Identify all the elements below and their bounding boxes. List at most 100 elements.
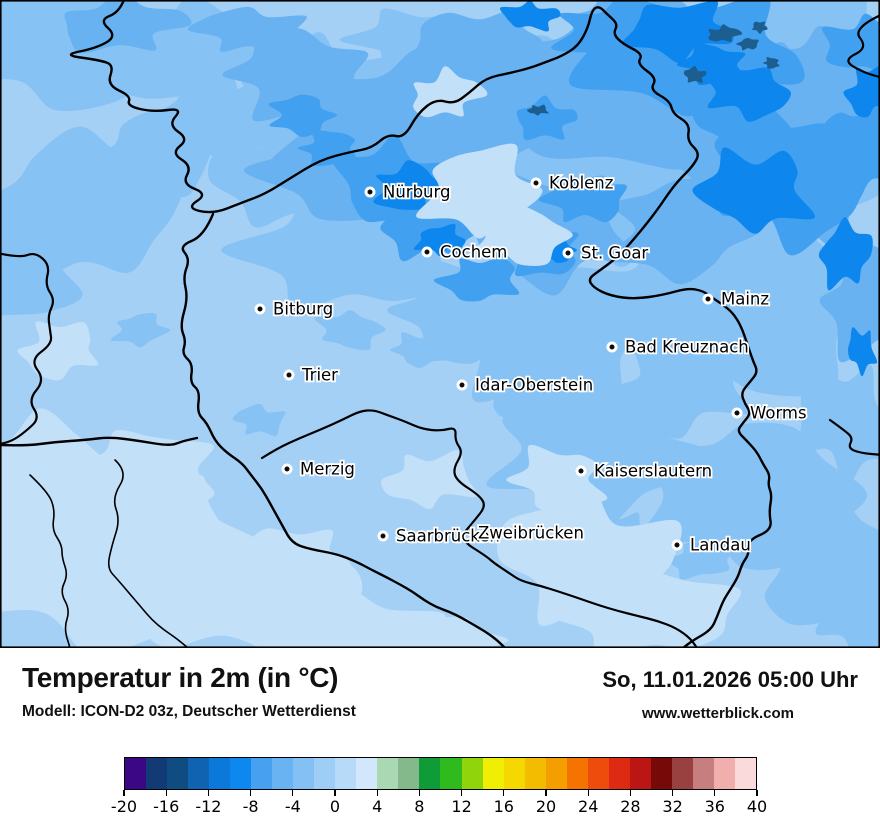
temperature-area-stronger bbox=[676, 43, 746, 86]
city-label: St. Goar bbox=[581, 244, 648, 263]
colorbar-segment bbox=[272, 758, 294, 789]
city-dot-icon bbox=[421, 246, 433, 258]
tick-mark bbox=[165, 790, 167, 796]
map-frame bbox=[0, 0, 880, 648]
temperature-area-medium bbox=[493, 379, 557, 418]
tick-mark bbox=[503, 790, 505, 796]
temperature-area-dark bbox=[762, 57, 780, 69]
temperature-area-medium bbox=[110, 312, 171, 348]
page-title: Temperatur in 2m (in °C) bbox=[22, 662, 339, 693]
temperature-area-pale bbox=[17, 321, 99, 381]
colorbar-segment bbox=[314, 758, 336, 789]
political-border bbox=[828, 418, 880, 456]
city-label: Nürburg bbox=[383, 183, 450, 202]
tick-mark bbox=[249, 790, 252, 796]
colorbar-segment bbox=[482, 758, 504, 789]
colorbar-segment bbox=[293, 758, 315, 789]
city-dot-icon bbox=[606, 341, 618, 353]
city-label: Kaiserslautern bbox=[594, 462, 712, 481]
tick-label: -12 bbox=[195, 797, 222, 816]
colorbar-segment bbox=[230, 758, 252, 789]
tick-label: 32 bbox=[662, 797, 683, 816]
temperature-area-pale bbox=[381, 449, 478, 510]
colorbar-segment bbox=[356, 758, 378, 789]
city-dot-icon bbox=[731, 407, 743, 419]
temperature-area-medium bbox=[0, 213, 83, 316]
tick-label: -4 bbox=[284, 797, 301, 816]
temperature-area-deep bbox=[64, 0, 192, 54]
city-label: Saarbrücken bbox=[396, 527, 500, 546]
temperature-area-dark bbox=[526, 104, 549, 116]
tick-label: 8 bbox=[414, 797, 425, 816]
city-marker: Mainz bbox=[702, 288, 771, 310]
colorbar-segment bbox=[440, 758, 462, 789]
tick-label: 12 bbox=[451, 797, 472, 816]
tick-mark bbox=[714, 790, 716, 796]
city-label: Koblenz bbox=[549, 174, 613, 193]
political-border bbox=[69, 0, 773, 648]
temperature-area-stronger bbox=[499, 0, 561, 32]
tick-label: 20 bbox=[535, 797, 557, 816]
temperature-area-pale bbox=[246, 528, 353, 601]
temperature-area-dark bbox=[736, 37, 759, 51]
tick-mark bbox=[460, 790, 463, 796]
temperature-area-strong bbox=[433, 257, 520, 302]
tick-label: 28 bbox=[620, 797, 641, 816]
temperature-area-dark bbox=[683, 65, 707, 84]
city-marker: Worms bbox=[731, 402, 808, 424]
temperature-area-pale bbox=[466, 205, 573, 266]
city-marker: Zweibrücken bbox=[476, 522, 585, 545]
temperature-area-stronger bbox=[818, 217, 873, 291]
tick-label: 16 bbox=[493, 797, 514, 816]
city-marker: Bitburg bbox=[254, 298, 335, 320]
colorbar-segment bbox=[734, 758, 756, 789]
tick-mark bbox=[587, 790, 589, 796]
model-info: Modell: ICON-D2 03z, Deutscher Wetterdie… bbox=[22, 703, 356, 720]
temperature-area-strong bbox=[538, 178, 627, 223]
temperature-area-pale bbox=[86, 472, 241, 576]
colorbar-segment bbox=[461, 758, 483, 789]
city-label: Worms bbox=[750, 404, 807, 423]
city-marker: Idar-Oberstein bbox=[456, 374, 595, 396]
city-label: Trier bbox=[301, 366, 338, 385]
colorbar-segment bbox=[398, 758, 420, 789]
colorbar-segment bbox=[419, 758, 441, 789]
temperature-area-stronger bbox=[692, 147, 816, 234]
city-dot-icon bbox=[283, 369, 295, 381]
political-border bbox=[847, 14, 880, 79]
temperature-area-deep bbox=[819, 242, 880, 363]
colorbar-segment bbox=[587, 758, 609, 789]
temperature-area-pale bbox=[413, 66, 488, 118]
tick-label: -8 bbox=[242, 797, 259, 816]
tick-label: -20 bbox=[110, 797, 138, 816]
city-marker: Trier bbox=[283, 364, 340, 386]
political-border bbox=[0, 436, 199, 447]
tick-label: -16 bbox=[153, 797, 180, 816]
city-marker: St. Goar bbox=[562, 242, 650, 264]
city-dot-icon bbox=[364, 186, 376, 198]
temperature-area-dark bbox=[752, 21, 768, 34]
temperature-area-medium bbox=[314, 310, 386, 351]
city-label: Cochem bbox=[440, 243, 507, 262]
temperature-area-pale bbox=[367, 616, 509, 648]
temperature-area-medium bbox=[815, 554, 880, 648]
city-label: Mainz bbox=[721, 290, 769, 309]
temperature-area-pale bbox=[506, 444, 608, 514]
website-url: www.wetterblick.com bbox=[642, 705, 794, 722]
temperature-area-strong bbox=[516, 95, 578, 141]
temperature-area-stronger bbox=[373, 160, 450, 210]
tick-label: 0 bbox=[329, 797, 341, 816]
temperature-area-stronger bbox=[843, 66, 880, 118]
temperature-area-dark bbox=[708, 24, 743, 42]
political-border bbox=[107, 459, 189, 648]
tick-mark bbox=[376, 790, 378, 796]
colorbar-segment bbox=[377, 758, 399, 789]
colorbar-segment bbox=[188, 758, 210, 789]
colorbar-segment bbox=[251, 758, 273, 789]
tick-mark bbox=[671, 790, 674, 796]
colorbar-segment bbox=[146, 758, 168, 789]
city-marker: Bad Kreuznach bbox=[606, 336, 751, 358]
temperature-map: Nürburg Koblenz Cochem St. Goar Bitburg Mainz… bbox=[0, 0, 880, 648]
political-border bbox=[0, 252, 55, 446]
temperature-area-pale bbox=[416, 143, 543, 239]
